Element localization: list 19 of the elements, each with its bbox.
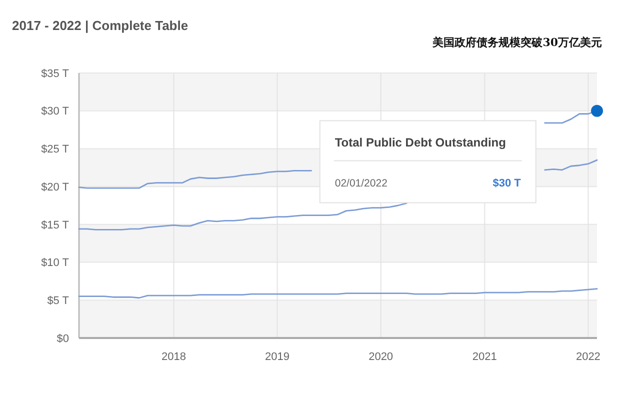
y-tick-label: $15 T	[41, 219, 70, 232]
x-tick-label: 2022	[576, 351, 600, 363]
chart-title: 2017 - 2022 | Complete Table	[12, 18, 188, 33]
chart-subtitle: 美国政府债务规模突破30万亿美元	[432, 36, 602, 49]
annotation: Total Public Debt Outstanding	[334, 136, 506, 150]
y-tick-label: $30 T	[41, 106, 70, 118]
y-tick-label: $5 T	[47, 294, 70, 307]
x-tick-label: 2021	[472, 351, 497, 363]
x-tick-label: 2020	[368, 351, 394, 363]
y-tick-label: $10 T	[41, 257, 70, 270]
annotation: 02/01/2022	[334, 178, 388, 190]
y-tick-label: $20 T	[41, 181, 70, 194]
annotation: $30 T	[492, 178, 522, 190]
y-tick-label: $25 T	[41, 144, 70, 156]
y-tick-label: $35 T	[41, 68, 70, 80]
line-series	[78, 288, 598, 299]
y-tick-label: $0	[56, 332, 69, 345]
x-tick-label: 2019	[265, 351, 290, 363]
x-tick-label: 2018	[162, 351, 186, 363]
